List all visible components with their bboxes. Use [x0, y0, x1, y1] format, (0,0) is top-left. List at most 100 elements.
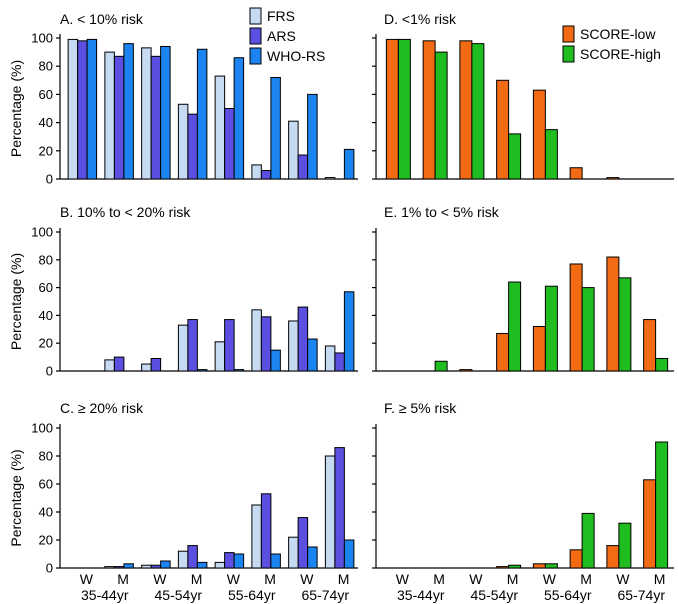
- bar-score-low-3: [496, 566, 510, 569]
- x-category-label: M: [264, 571, 276, 587]
- bar-frs-3: [177, 103, 189, 180]
- bar-frs-3: [177, 550, 189, 569]
- bar-score-high-1: [434, 360, 448, 372]
- bar-ars-3: [187, 319, 198, 372]
- legend-label: WHO-RS: [267, 48, 325, 64]
- bar-who-rs-2: [160, 45, 171, 180]
- bar-score-high-5: [581, 512, 595, 569]
- bar-who-rs-2: [160, 560, 171, 569]
- bar-score-low-5: [569, 549, 583, 569]
- x-age-label: 45-54yr: [155, 587, 203, 603]
- chart-panel-c: C. ≥ 20% risk 0 20 40 60 80 100 Percentage (%) W…: [8, 400, 358, 603]
- bar-frs-4: [214, 561, 226, 569]
- y-tick-label: 80: [39, 449, 53, 464]
- panel-title: C. ≥ 20% risk: [60, 400, 144, 416]
- y-tick-label: 100: [31, 31, 53, 46]
- bar-score-low-3: [496, 332, 510, 372]
- chart-panel-b: B. 10% to < 20% risk 0 20 40 60 80 100 Percenta…: [8, 204, 358, 379]
- bar-score-low-2: [459, 40, 473, 180]
- x-age-label: 35-44yr: [81, 587, 129, 603]
- bar-who-rs-3: [196, 48, 208, 180]
- legend-swatch-who-rs: [249, 47, 262, 65]
- bar-ars-2: [150, 564, 162, 569]
- y-tick-label: 60: [39, 280, 53, 295]
- legend-label: FRS: [267, 8, 295, 24]
- bar-frs-2: [141, 47, 152, 180]
- bar-frs-4: [214, 341, 226, 372]
- bar-ars-3: [187, 545, 198, 569]
- y-tick-label: 40: [39, 115, 53, 130]
- x-category-label: W: [469, 571, 483, 587]
- bar-frs-7: [324, 345, 336, 372]
- x-age-label: 65-74yr: [618, 587, 666, 603]
- bar-ars-5: [260, 493, 272, 569]
- x-category-label: W: [80, 571, 94, 587]
- x-category-label: M: [117, 571, 129, 587]
- bar-ars-3: [187, 113, 198, 180]
- bar-score-low-1: [422, 40, 436, 180]
- bar-ars-7: [334, 447, 345, 569]
- bar-score-high-7: [655, 441, 669, 569]
- y-tick-label: 0: [46, 172, 53, 187]
- bar-frs-1: [104, 359, 115, 372]
- bar-frs-4: [214, 75, 226, 180]
- bar-frs-2: [141, 363, 152, 372]
- bar-ars-7: [334, 352, 345, 372]
- bar-score-low-6: [606, 545, 620, 569]
- bar-ars-5: [260, 170, 272, 180]
- legend: SCORE-low SCORE-high: [562, 25, 661, 63]
- panel-title: D. <1% risk: [384, 11, 457, 27]
- bar-score-high-1: [434, 51, 448, 180]
- legend-swatch-score-high: [562, 45, 575, 63]
- x-category-label: M: [433, 571, 445, 587]
- bar-ars-0: [77, 40, 88, 180]
- bar-score-low-2: [459, 369, 473, 372]
- bar-who-rs-6: [307, 93, 318, 180]
- bar-score-low-4: [532, 326, 546, 372]
- bar-who-rs-6: [307, 546, 318, 569]
- x-category-label: W: [227, 571, 241, 587]
- legend-swatch-frs: [249, 7, 262, 25]
- bar-score-low-6: [606, 256, 620, 372]
- bar-score-high-7: [655, 357, 669, 372]
- bar-frs-7: [324, 455, 336, 569]
- panel-title: E. 1% to < 5% risk: [384, 204, 500, 220]
- bar-ars-6: [297, 306, 309, 372]
- bar-frs-6: [288, 120, 299, 180]
- legend-label: ARS: [267, 28, 296, 44]
- bar-ars-4: [224, 319, 235, 372]
- panel-title: F. ≥ 5% risk: [384, 400, 457, 416]
- bar-ars-5: [260, 316, 272, 372]
- chart-panel-e: E. 1% to < 5% risk: [372, 204, 674, 372]
- y-tick-label: 80: [39, 59, 53, 74]
- y-axis-label: Percentage (%): [8, 449, 24, 546]
- legend-swatch-ars: [249, 27, 262, 45]
- bar-frs-2: [141, 564, 152, 569]
- y-tick-label: 40: [39, 505, 53, 520]
- bar-frs-0: [67, 38, 79, 180]
- x-age-label: 45-54yr: [471, 587, 519, 603]
- bar-score-high-5: [581, 287, 595, 372]
- y-tick-label: 60: [39, 87, 53, 102]
- bar-score-high-0: [397, 38, 411, 180]
- bar-who-rs-7: [343, 291, 355, 372]
- bar-who-rs-3: [196, 369, 208, 372]
- y-axis-label: Percentage (%): [8, 253, 24, 350]
- y-tick-label: 20: [39, 143, 53, 158]
- y-tick-label: 80: [39, 252, 53, 267]
- bar-frs-5: [251, 164, 262, 180]
- chart-panel-d: D. <1% risk SCORE-low SCORE-high: [372, 11, 674, 180]
- x-category-label: W: [153, 571, 167, 587]
- x-category-label: W: [300, 571, 314, 587]
- y-tick-label: 20: [39, 533, 53, 548]
- bar-who-rs-5: [270, 76, 281, 180]
- bar-ars-1: [113, 566, 125, 569]
- bar-ars-1: [113, 55, 125, 180]
- panel-title: A. < 10% risk: [60, 11, 144, 27]
- bar-score-low-0: [385, 38, 399, 180]
- bar-score-high-2: [471, 43, 485, 180]
- x-age-label: 55-64yr: [544, 587, 592, 603]
- x-age-label: 35-44yr: [397, 587, 445, 603]
